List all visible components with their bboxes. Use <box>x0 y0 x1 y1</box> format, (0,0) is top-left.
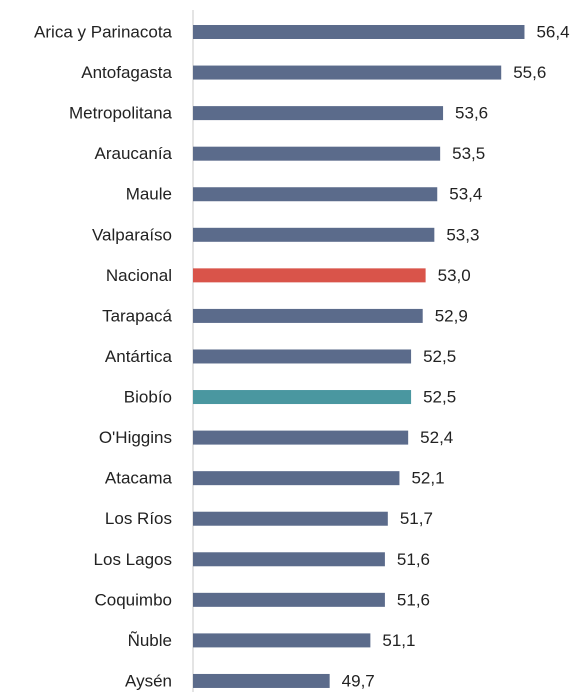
bar <box>193 552 385 567</box>
category-label: Araucanía <box>95 144 173 163</box>
value-label: 52,4 <box>420 428 453 447</box>
category-label: Biobío <box>124 388 172 407</box>
bar <box>193 268 426 283</box>
bar <box>193 25 525 39</box>
value-label: 49,7 <box>342 671 375 690</box>
category-label: Nacional <box>106 266 172 285</box>
value-label: 53,0 <box>438 266 471 285</box>
category-label: Coquimbo <box>95 590 173 609</box>
bar <box>193 511 388 526</box>
bar <box>193 308 423 323</box>
bar <box>193 430 409 445</box>
category-label: Los Lagos <box>94 550 172 569</box>
value-label: 53,4 <box>449 185 482 204</box>
bar <box>193 390 412 405</box>
value-label: 56,4 <box>536 22 569 41</box>
bar <box>193 187 438 202</box>
value-label: 53,3 <box>446 225 479 244</box>
category-label: Antofagasta <box>81 63 172 82</box>
category-label: Antártica <box>105 347 173 366</box>
category-label: Aysén <box>125 671 172 690</box>
bar <box>193 592 385 607</box>
value-label: 51,7 <box>400 509 433 528</box>
category-label: Maule <box>126 185 172 204</box>
bar <box>193 227 435 242</box>
bar <box>193 349 412 364</box>
value-label: 51,6 <box>397 550 430 569</box>
value-label: 51,1 <box>382 631 415 650</box>
bar <box>193 146 441 161</box>
category-label: Valparaíso <box>92 225 172 244</box>
category-label: Metropolitana <box>69 104 173 123</box>
category-label: Los Ríos <box>105 509 172 528</box>
bar <box>193 673 330 688</box>
bar <box>193 65 502 80</box>
value-label: 52,5 <box>423 347 456 366</box>
value-label: 51,6 <box>397 590 430 609</box>
bar <box>193 471 400 486</box>
category-label: Tarapacá <box>102 306 172 325</box>
category-label: O'Higgins <box>99 428 172 447</box>
value-label: 53,6 <box>455 104 488 123</box>
value-label: 55,6 <box>513 63 546 82</box>
category-label: Atacama <box>105 469 173 488</box>
value-label: 52,9 <box>435 306 468 325</box>
value-label: 52,5 <box>423 388 456 407</box>
category-label: Arica y Parinacota <box>34 22 172 41</box>
category-label: Ñuble <box>128 631 172 650</box>
value-label: 52,1 <box>411 469 444 488</box>
bar <box>193 633 371 648</box>
value-label: 53,5 <box>452 144 485 163</box>
bar <box>193 106 444 121</box>
